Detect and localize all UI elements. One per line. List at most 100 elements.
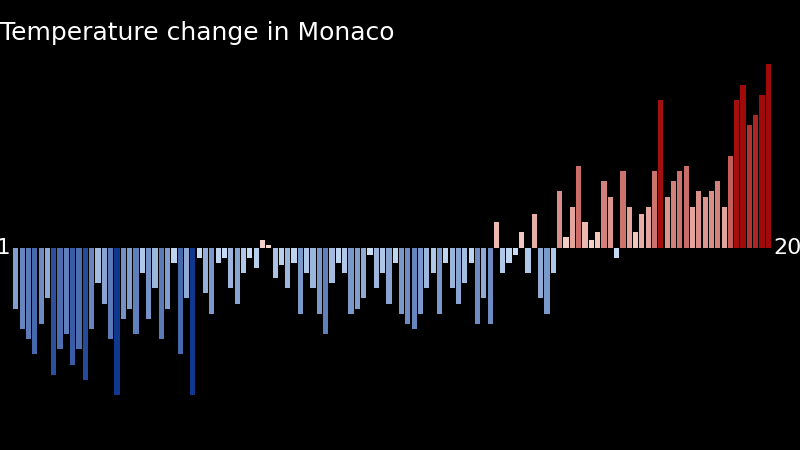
- Bar: [121, 248, 126, 319]
- Bar: [291, 248, 297, 263]
- Bar: [354, 248, 360, 309]
- Bar: [671, 181, 676, 248]
- Bar: [386, 248, 391, 303]
- Bar: [323, 248, 328, 334]
- Bar: [273, 248, 278, 278]
- Bar: [165, 248, 170, 309]
- Bar: [475, 248, 480, 324]
- Bar: [241, 248, 246, 273]
- Bar: [550, 248, 556, 273]
- Text: 1901: 1901: [0, 238, 10, 257]
- Bar: [279, 248, 284, 266]
- Bar: [576, 166, 582, 248]
- Bar: [102, 248, 107, 303]
- Bar: [443, 248, 449, 263]
- Text: Temperature change in Monaco: Temperature change in Monaco: [0, 21, 394, 45]
- Bar: [532, 214, 537, 248]
- Bar: [38, 248, 44, 324]
- Bar: [683, 166, 689, 248]
- Bar: [317, 248, 322, 314]
- Bar: [545, 248, 550, 314]
- Bar: [140, 248, 145, 273]
- Bar: [620, 171, 626, 248]
- Bar: [678, 171, 682, 248]
- Bar: [380, 248, 386, 273]
- Bar: [361, 248, 366, 298]
- Bar: [348, 248, 354, 314]
- Bar: [487, 248, 493, 324]
- Bar: [298, 248, 303, 314]
- Bar: [336, 248, 341, 263]
- Bar: [741, 85, 746, 248]
- Bar: [747, 125, 752, 248]
- Bar: [190, 248, 195, 395]
- Bar: [146, 248, 151, 319]
- Bar: [759, 95, 765, 248]
- Bar: [215, 248, 221, 263]
- Bar: [430, 248, 436, 273]
- Bar: [70, 248, 75, 364]
- Bar: [234, 248, 240, 303]
- Bar: [526, 248, 530, 273]
- Bar: [266, 245, 271, 248]
- Bar: [152, 248, 158, 288]
- Bar: [506, 248, 512, 263]
- Bar: [608, 197, 613, 248]
- Bar: [304, 248, 310, 273]
- Bar: [210, 248, 214, 314]
- Bar: [570, 207, 575, 248]
- Bar: [45, 248, 50, 298]
- Bar: [367, 248, 373, 255]
- Bar: [95, 248, 101, 283]
- Bar: [646, 207, 651, 248]
- Bar: [51, 248, 56, 375]
- Bar: [330, 248, 334, 283]
- Bar: [310, 248, 316, 288]
- Bar: [538, 248, 543, 298]
- Bar: [82, 248, 88, 380]
- Bar: [26, 248, 31, 339]
- Bar: [108, 248, 114, 339]
- Bar: [14, 248, 18, 309]
- Bar: [412, 248, 417, 329]
- Bar: [247, 248, 252, 258]
- Bar: [702, 197, 708, 248]
- Bar: [563, 237, 569, 248]
- Bar: [114, 248, 119, 395]
- Bar: [64, 248, 69, 334]
- Bar: [602, 181, 606, 248]
- Bar: [399, 248, 404, 314]
- Bar: [19, 248, 25, 329]
- Bar: [633, 232, 638, 248]
- Bar: [696, 192, 702, 248]
- Bar: [753, 115, 758, 248]
- Bar: [519, 232, 524, 248]
- Bar: [374, 248, 379, 288]
- Bar: [626, 207, 632, 248]
- Bar: [658, 100, 663, 248]
- Bar: [715, 181, 720, 248]
- Bar: [418, 248, 423, 314]
- Bar: [722, 207, 726, 248]
- Bar: [89, 248, 94, 329]
- Bar: [513, 248, 518, 255]
- Bar: [582, 222, 587, 248]
- Bar: [197, 248, 202, 258]
- Bar: [482, 248, 486, 298]
- Bar: [260, 240, 265, 248]
- Bar: [228, 248, 234, 288]
- Bar: [342, 248, 347, 273]
- Bar: [589, 240, 594, 248]
- Bar: [450, 248, 454, 288]
- Bar: [690, 207, 695, 248]
- Bar: [500, 248, 506, 273]
- Bar: [652, 171, 657, 248]
- Bar: [285, 248, 290, 288]
- Bar: [77, 248, 82, 349]
- Bar: [58, 248, 62, 349]
- Text: 2020: 2020: [774, 238, 800, 257]
- Bar: [437, 248, 442, 314]
- Bar: [557, 192, 562, 248]
- Bar: [171, 248, 177, 263]
- Bar: [614, 248, 619, 258]
